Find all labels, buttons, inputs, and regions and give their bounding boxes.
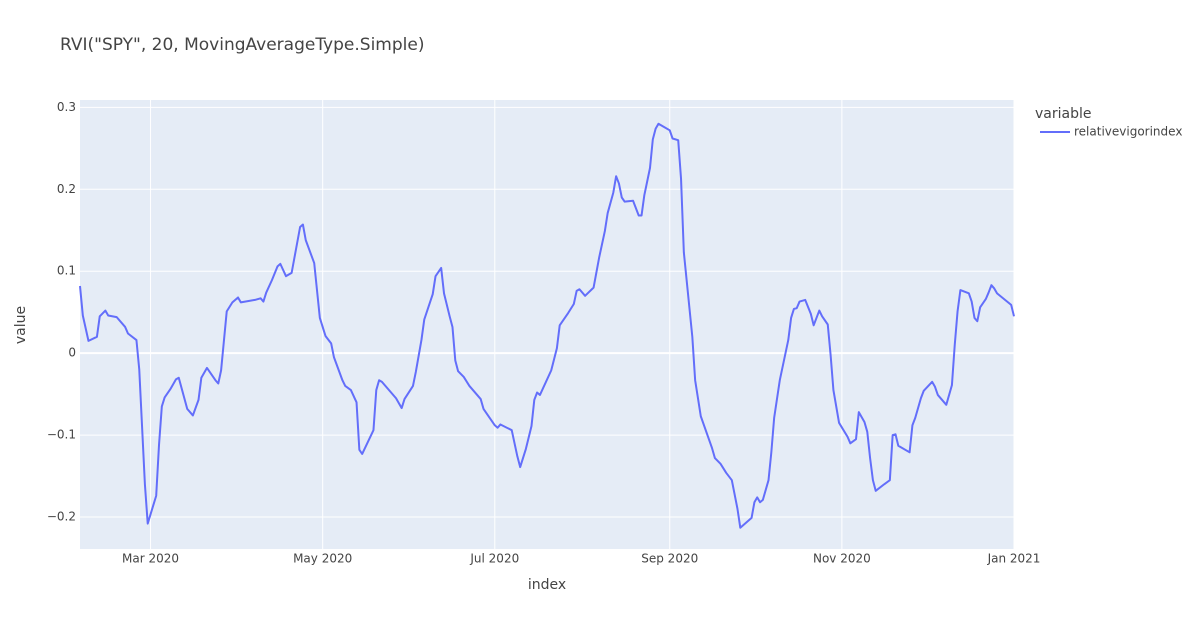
y-tick-label: −0.2 [47,510,76,524]
y-tick-label: 0.3 [57,100,76,114]
x-tick-label: Mar 2020 [122,552,179,566]
marks [79,122,1015,529]
x-tick-label: May 2020 [293,552,352,566]
x-tick-label: Jul 2020 [469,552,519,566]
chart-title: RVI("SPY", 20, MovingAverageType.Simple) [60,35,424,55]
y-axis-title: value [13,306,29,344]
x-axis-title: index [528,577,566,593]
y-tick-label: 0 [68,346,76,360]
y-tick-label: 0.1 [57,264,76,278]
legend-label: relativevigorindex [1074,125,1182,139]
grid [80,100,1015,549]
y-tick-label: 0.2 [57,182,76,196]
x-tick-label: Jan 2021 [987,552,1041,566]
x-tick-label: Nov 2020 [813,552,871,566]
legend-title: variable [1035,106,1091,122]
plot-background [80,100,1014,549]
x-tick-label: Sep 2020 [641,552,698,566]
y-tick-label: −0.1 [47,428,76,442]
line [79,122,1015,529]
